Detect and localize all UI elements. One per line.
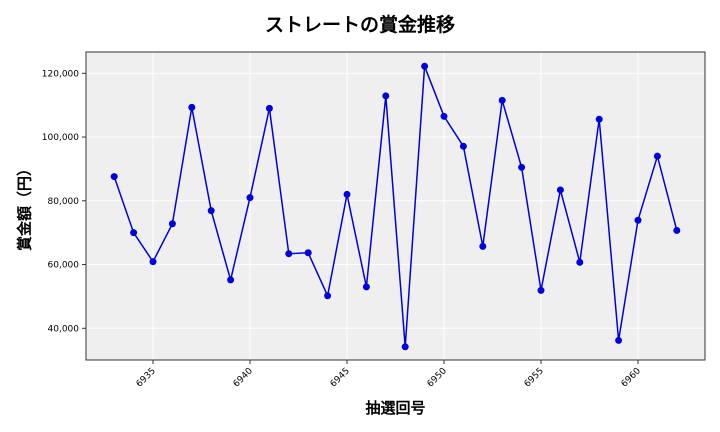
- data-point: [479, 242, 487, 250]
- data-point: [285, 250, 293, 258]
- data-point: [653, 152, 661, 160]
- plot-area: [86, 52, 705, 360]
- gridlines: [86, 52, 705, 360]
- x-axis-label: 抽選回号: [365, 399, 426, 417]
- data-point: [537, 286, 545, 294]
- plot-frame: [85, 51, 706, 361]
- data-point: [634, 216, 642, 224]
- data-point: [149, 258, 157, 266]
- data-point: [188, 103, 196, 111]
- y-tick-label: 60,000: [48, 261, 80, 271]
- data-series: [110, 62, 681, 351]
- x-tick-label: 6945: [329, 366, 352, 389]
- y-tick-label: 40,000: [48, 324, 80, 334]
- data-point: [556, 186, 564, 194]
- data-point: [576, 258, 584, 266]
- data-point: [362, 283, 370, 291]
- data-point: [324, 292, 332, 300]
- data-point: [673, 226, 681, 234]
- data-point: [421, 62, 429, 70]
- x-tick-label: 6960: [620, 366, 643, 389]
- x-tick-label: 6935: [135, 366, 158, 389]
- x-tick-label: 6950: [426, 366, 449, 389]
- data-point: [227, 276, 235, 284]
- y-tick-label: 80,000: [48, 197, 80, 207]
- data-point: [110, 173, 118, 181]
- data-point: [440, 112, 448, 120]
- series-line: [113, 66, 678, 347]
- data-point: [207, 207, 215, 215]
- data-point: [265, 104, 273, 112]
- data-point: [595, 115, 603, 123]
- data-point: [246, 194, 254, 202]
- y-tick-label: 120,000: [42, 69, 79, 79]
- data-point: [401, 343, 409, 351]
- x-tick-label: 6955: [523, 366, 546, 389]
- data-point: [382, 92, 390, 100]
- chart-title: ストレートの賞金推移: [264, 14, 455, 36]
- data-point: [168, 220, 176, 228]
- x-tick-label: 6940: [232, 366, 255, 389]
- data-point: [498, 96, 506, 104]
- data-point: [518, 163, 526, 171]
- data-point: [130, 229, 138, 237]
- data-point: [343, 190, 351, 198]
- data-point: [304, 249, 312, 257]
- y-tick-label: 100,000: [42, 133, 79, 143]
- data-point: [615, 336, 623, 344]
- data-point: [459, 142, 467, 150]
